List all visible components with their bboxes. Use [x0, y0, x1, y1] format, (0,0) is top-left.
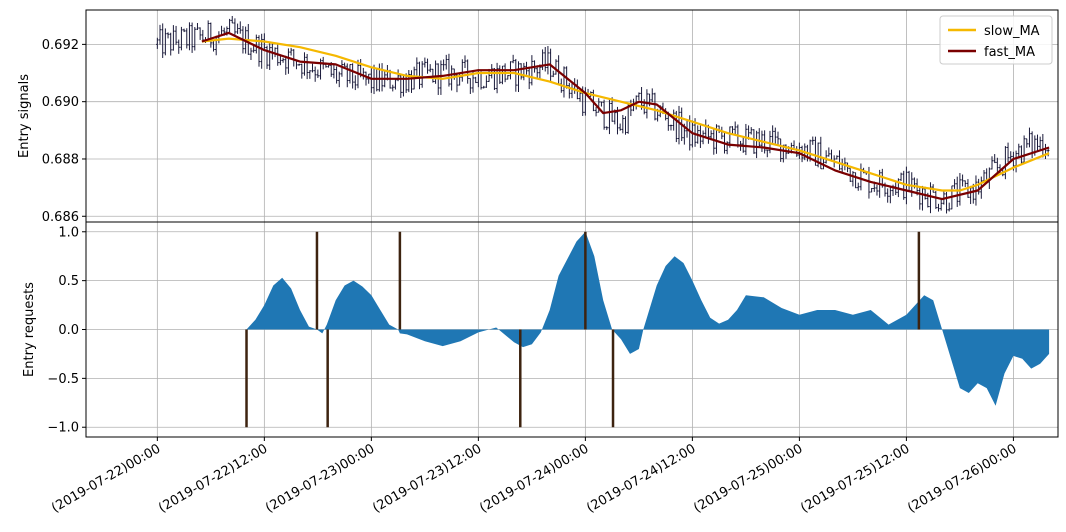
bottom-ylabel: Entry requests — [22, 282, 37, 377]
xtick-label: (2019-07-24)00:00 — [477, 441, 591, 516]
xtick-label: (2019-07-26)00:00 — [905, 441, 1019, 516]
top-ytick-label: 0.690 — [42, 95, 79, 110]
xtick-label: (2019-07-25)12:00 — [798, 441, 912, 516]
bottom-ytick-label: −0.5 — [47, 372, 79, 387]
legend-label-slow-ma: slow_MA — [984, 24, 1040, 39]
xtick-label: (2019-07-23)12:00 — [370, 441, 484, 516]
legend-label-fast-ma: fast_MA — [984, 45, 1035, 60]
xtick-label: (2019-07-22)12:00 — [156, 441, 270, 516]
slow-ma-line — [201, 37, 1050, 192]
bottom-panel-marks — [245, 231, 1050, 428]
entry-requests-area — [246, 231, 1050, 406]
top-ytick-label: 0.686 — [42, 210, 79, 225]
bottom-ytick-label: −1.0 — [47, 421, 79, 436]
bottom-ytick-label: 0.5 — [58, 274, 79, 289]
bottom-ytick-label: 1.0 — [58, 225, 79, 240]
xtick-label: (2019-07-23)00:00 — [263, 441, 377, 516]
top-panel-marks — [156, 15, 1050, 214]
bottom-ytick-label: 0.0 — [58, 323, 79, 338]
legend: slow_MA fast_MA — [939, 15, 1053, 65]
xtick-label: (2019-07-24)12:00 — [584, 441, 698, 516]
xtick-label: (2019-07-22)00:00 — [49, 441, 163, 516]
axes-frames — [82, 9, 1059, 441]
top-ytick-label: 0.692 — [42, 38, 79, 53]
axis-labels: 0.686 0.688 0.690 0.692 −1.0 −0.5 0.0 0.5 1.0 (20… — [17, 38, 1019, 516]
top-ylabel: Entry signals — [17, 74, 32, 158]
fast-ma-line — [201, 31, 1050, 201]
xtick-label: (2019-07-25)00:00 — [691, 441, 805, 516]
top-ytick-label: 0.688 — [42, 152, 79, 167]
